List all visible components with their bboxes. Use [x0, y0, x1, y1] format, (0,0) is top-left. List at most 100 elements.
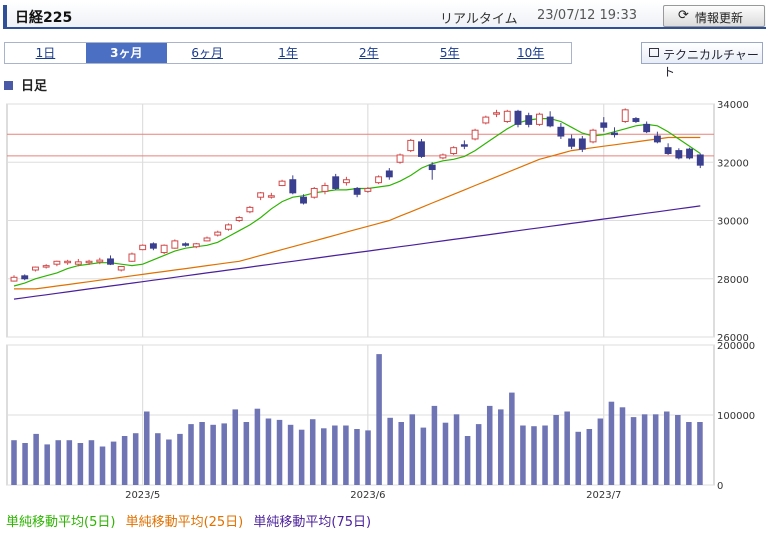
chart-legend: 単純移動平均(5日) 単純移動平均(25日) 単純移動平均(75日) [6, 511, 377, 530]
tab-1d[interactable]: 1日 [35, 46, 56, 60]
tab-6m[interactable]: 6ヶ月 [191, 46, 223, 60]
candle-up [278, 180, 286, 187]
x-tick-label: 2023/7 [586, 490, 621, 501]
candle-up [589, 129, 597, 143]
technical-chart-button[interactable]: テクニカルチャート [641, 42, 763, 79]
volume-bar [22, 443, 28, 485]
candle-up [450, 147, 458, 155]
candle-down [611, 132, 618, 136]
candle-up [439, 154, 447, 159]
volume-bar [188, 424, 194, 485]
candle-down [300, 196, 307, 204]
volume-bar [597, 418, 604, 485]
candle-up [192, 243, 200, 248]
price-tick-label: 28000 [717, 275, 749, 286]
volume-bar [243, 422, 250, 485]
timestamp: 23/07/12 19:33 [537, 8, 637, 23]
volume-bar [575, 431, 582, 485]
ma75-line [13, 205, 701, 300]
volume-bar [652, 414, 659, 485]
candle-up [139, 244, 147, 251]
candle-up [535, 113, 543, 125]
ma25-line [14, 136, 701, 290]
candle-up [342, 179, 350, 184]
legend-ma75: 単純移動平均(75日) [253, 515, 372, 530]
volume-bar [553, 415, 559, 485]
candle-up [42, 265, 50, 268]
candle-down [289, 179, 297, 194]
volume-bar [177, 433, 183, 485]
volume-bar [675, 415, 681, 485]
candle-up [364, 187, 372, 192]
volume-bar [663, 411, 670, 485]
candle-down [600, 122, 608, 128]
price-tick-label: 26000 [717, 333, 749, 344]
candle-down [546, 116, 554, 127]
update-button[interactable]: ⟳ 情報更新 [663, 5, 765, 27]
candle-up [225, 224, 232, 230]
candle-down [568, 138, 576, 147]
candle-down [653, 135, 661, 143]
volume-bar [143, 411, 150, 485]
volume-bar [586, 429, 593, 485]
volume-bar [221, 423, 227, 485]
volume-bar [453, 414, 460, 485]
volume-bar [686, 422, 692, 485]
candle-down [107, 258, 114, 265]
price-tick-label: 30000 [717, 217, 749, 228]
volume-bar [199, 422, 205, 485]
volume-bar [343, 425, 349, 485]
volume-bar [132, 433, 139, 485]
legend-ma25: 単純移動平均(25日) [125, 515, 244, 530]
volume-bar [564, 411, 570, 485]
candle-down [632, 118, 640, 122]
volume-bar [210, 424, 216, 485]
volume-bar [309, 419, 316, 485]
realtime-label: リアルタイム [440, 12, 518, 27]
candle-down [385, 170, 393, 178]
volume-bar [88, 440, 95, 485]
volume-bar [697, 422, 703, 485]
tab-5y[interactable]: 5年 [439, 46, 460, 60]
volume-bar [44, 444, 50, 485]
candle-up [246, 206, 254, 213]
candle-up [503, 110, 511, 122]
tab-2y[interactable]: 2年 [359, 46, 379, 60]
volume-bar [332, 425, 338, 485]
volume-bar [398, 422, 404, 485]
update-button-label: 情報更新 [695, 11, 744, 25]
tab-10y[interactable]: 10年 [516, 46, 545, 60]
period-tabs: 1日 3ヶ月 6ヶ月 1年 2年 5年 10年 [4, 42, 572, 64]
volume-bar [354, 429, 360, 485]
tab-3m[interactable]: 3ヶ月 [85, 43, 167, 63]
volume-tick-label: 0 [717, 481, 723, 492]
candle-up [396, 154, 404, 163]
candle-up [482, 116, 490, 124]
candle-up [235, 217, 243, 222]
tab-1y[interactable]: 1年 [278, 46, 298, 60]
candle-up [128, 253, 136, 262]
volume-bar [33, 433, 39, 485]
candle-down [182, 243, 190, 246]
candle-up [64, 260, 72, 264]
legend-ma5: 単純移動平均(5日) [6, 515, 116, 530]
volume-bar [475, 424, 482, 485]
volume-bar [298, 429, 305, 485]
candle-down [428, 164, 436, 171]
candle-up [160, 244, 168, 254]
candle-up [321, 185, 329, 192]
volume-bar [321, 428, 327, 485]
candle-up [621, 109, 629, 122]
volume-bar [464, 436, 471, 485]
x-tick-label: 2023/6 [350, 490, 385, 501]
header-bar: 日経225 リアルタイム 23/07/12 19:33 ⟳ 情報更新 [3, 2, 766, 29]
candle-up [31, 266, 39, 271]
candle-up [471, 129, 479, 140]
candle-down [460, 144, 468, 147]
refresh-icon: ⟳ [678, 8, 689, 23]
volume-bar [431, 405, 438, 485]
candle-up [257, 192, 265, 198]
candle-up [53, 260, 61, 265]
volume-bar [619, 407, 626, 485]
volume-bar [486, 405, 493, 485]
